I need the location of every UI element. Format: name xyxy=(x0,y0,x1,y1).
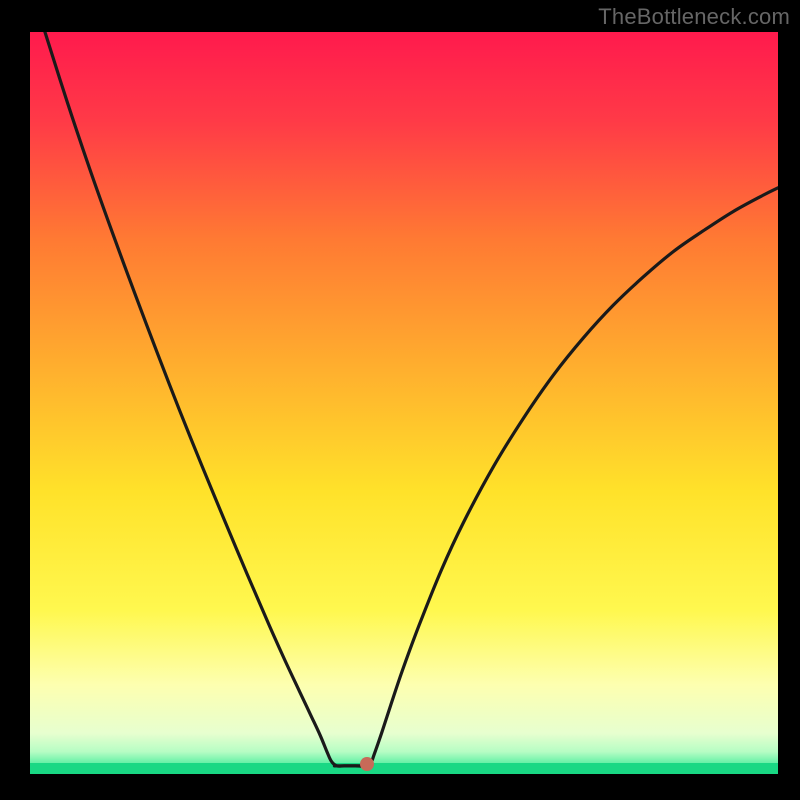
bottleneck-curve xyxy=(30,32,778,774)
watermark-text: TheBottleneck.com xyxy=(598,4,790,30)
frame-bottom xyxy=(0,774,800,800)
frame-right xyxy=(778,0,800,800)
optimum-marker xyxy=(360,757,374,771)
chart-root: TheBottleneck.com xyxy=(0,0,800,800)
frame-left xyxy=(0,0,30,800)
